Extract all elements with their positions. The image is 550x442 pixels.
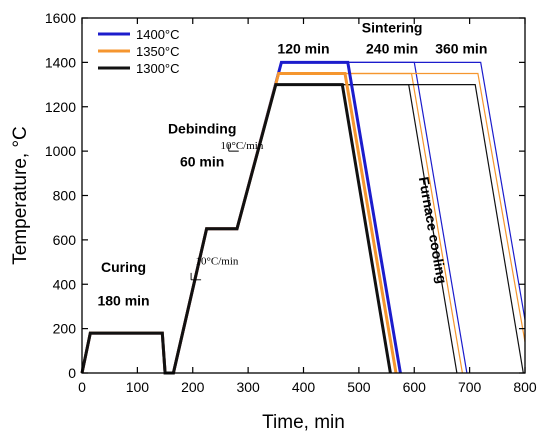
x-tick-label: 700 [458, 379, 482, 395]
y-tick-label: 1400 [45, 54, 76, 70]
legend-label: 1350°C [136, 44, 180, 59]
y-tick-label: 0 [68, 365, 76, 381]
series-line-1400-360min [281, 61, 526, 320]
y-tick-label: 1200 [45, 99, 76, 115]
annotation-label: Sintering [362, 19, 423, 35]
x-tick-label: 400 [292, 379, 316, 395]
legend: 1400°C 1350°C 1300°C [98, 27, 180, 76]
series-line-1350-360min [278, 72, 526, 343]
axis-ticks: 0 100 200 300 400 500 600 700 800 0 200 400 600 800 10… [45, 10, 537, 395]
legend-label: 1300°C [136, 61, 180, 76]
y-tick-label: 1600 [45, 10, 76, 26]
slope-label: 10°C/min [196, 255, 239, 267]
x-tick-label: 800 [513, 379, 537, 395]
x-tick-label: 600 [403, 379, 427, 395]
annotation-label: 60 min [180, 154, 224, 170]
annotation-label: Curing [101, 259, 146, 275]
series-line-1300-120min [80, 83, 392, 375]
x-axis-title: Time, min [262, 412, 345, 433]
x-tick-label: 200 [181, 379, 205, 395]
y-tick-label: 200 [53, 321, 77, 337]
annotation-label: 240 min [366, 41, 418, 57]
slope-label: 10°C/min [220, 140, 263, 152]
legend-label: 1400°C [136, 27, 180, 42]
furnace-cooling-label: Furnace cooling [416, 176, 451, 285]
y-axis-title: Temperature, °C [10, 126, 31, 265]
y-tick-label: 800 [53, 188, 77, 204]
annotation-label: Debinding [168, 120, 236, 136]
x-tick-label: 0 [78, 379, 86, 395]
y-tick-label: 400 [53, 276, 77, 292]
annotation-label: 360 min [435, 41, 487, 57]
series-line-1300-360min [275, 83, 524, 374]
annotation-label: 180 min [97, 292, 149, 308]
x-tick-label: 500 [347, 379, 371, 395]
y-tick-label: 1000 [45, 143, 76, 159]
slope-markers [190, 144, 239, 281]
slope-marker [228, 144, 239, 152]
slope-marker [190, 272, 202, 281]
annotation-label: 120 min [277, 41, 329, 57]
x-tick-label: 100 [126, 379, 150, 395]
y-tick-label: 600 [53, 232, 77, 248]
plot-lines [80, 60, 526, 375]
x-tick-label: 300 [236, 379, 260, 395]
